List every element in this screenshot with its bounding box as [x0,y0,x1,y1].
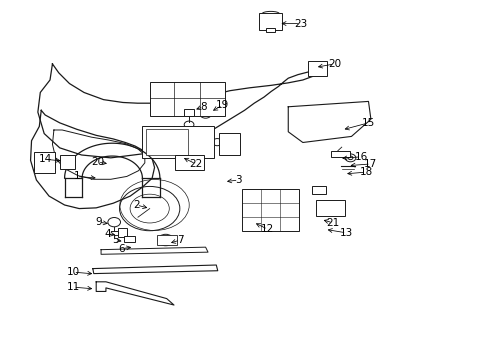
Text: 4: 4 [104,229,110,239]
Polygon shape [93,265,217,274]
Bar [157,235,177,246]
Circle shape [202,112,208,116]
Circle shape [154,102,169,112]
Circle shape [205,102,220,112]
Text: 9: 9 [95,217,102,227]
Text: 20: 20 [327,59,340,69]
Text: 23: 23 [293,18,306,28]
Circle shape [212,139,222,146]
Bar [311,186,325,194]
Circle shape [130,194,169,223]
Text: 21: 21 [325,218,339,228]
Circle shape [178,84,196,96]
Text: 15: 15 [361,118,374,128]
Bar [219,133,239,155]
Text: 16: 16 [354,152,367,162]
Circle shape [180,102,194,112]
Text: 13: 13 [339,228,352,238]
Text: 22: 22 [189,159,202,169]
Bar [242,189,299,231]
Bar [330,151,349,157]
Bar [118,228,126,237]
Circle shape [225,135,233,141]
Bar [175,155,203,170]
Bar [183,109,194,116]
Circle shape [345,154,355,162]
Circle shape [225,149,233,154]
Bar [266,28,275,32]
Polygon shape [287,102,370,143]
Bar [307,62,326,76]
Text: 17: 17 [364,159,377,169]
Bar [149,82,224,116]
Bar [123,237,134,242]
Text: 3: 3 [235,175,242,185]
Circle shape [162,237,169,243]
Circle shape [200,110,211,118]
Circle shape [119,186,180,231]
Text: 12: 12 [261,224,274,234]
Text: 14: 14 [39,154,52,164]
Text: 19: 19 [216,100,229,110]
Text: 8: 8 [200,102,206,112]
Bar [34,152,55,173]
Circle shape [203,139,213,146]
Bar [146,129,187,155]
Bar [259,13,282,30]
Polygon shape [101,247,207,254]
Text: 2: 2 [133,200,140,210]
Circle shape [158,234,173,246]
Circle shape [153,84,170,96]
Text: 6: 6 [119,244,125,253]
Bar [60,155,75,168]
Circle shape [225,142,233,148]
Text: 20: 20 [91,157,104,167]
Text: 7: 7 [177,235,183,245]
Bar [142,126,214,158]
Circle shape [108,217,120,227]
Circle shape [184,121,194,128]
Circle shape [347,156,352,159]
Text: 18: 18 [359,167,372,177]
Circle shape [195,139,204,146]
Text: 11: 11 [66,282,80,292]
Text: 5: 5 [112,235,119,245]
Circle shape [203,84,221,96]
Text: 10: 10 [67,267,80,277]
Bar [316,200,344,216]
Text: 1: 1 [73,171,80,181]
